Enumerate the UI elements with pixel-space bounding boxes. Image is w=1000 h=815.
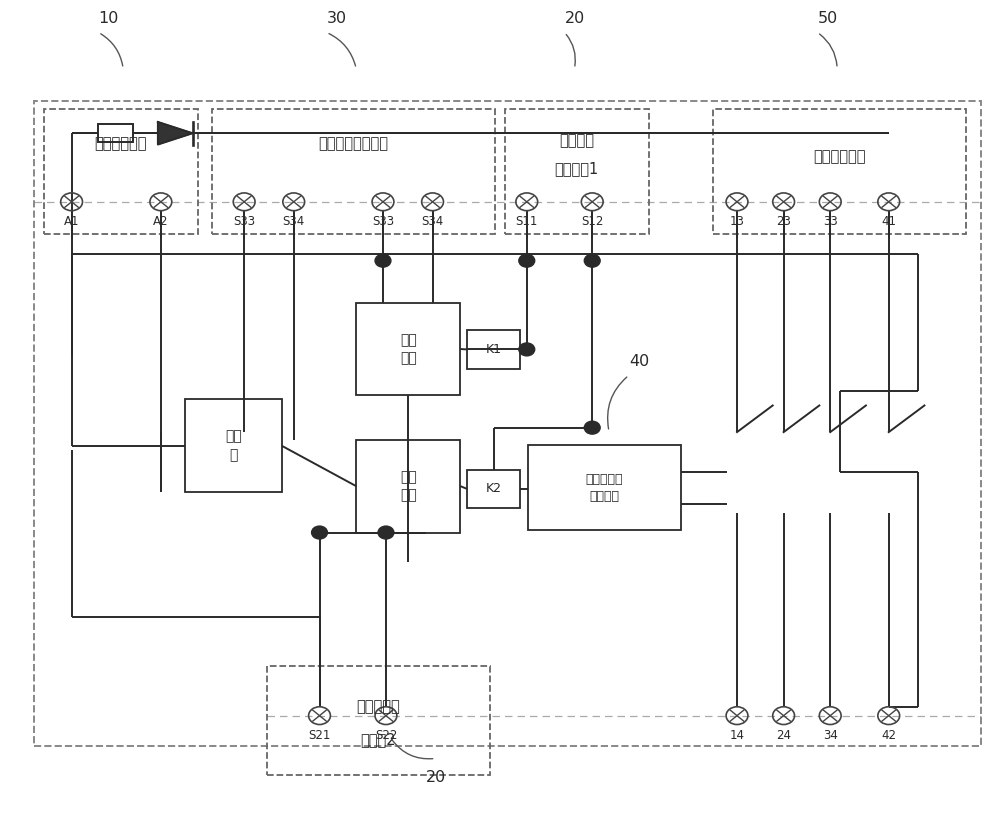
Circle shape — [375, 254, 391, 267]
Text: K2: K2 — [486, 482, 502, 496]
Text: 30: 30 — [326, 11, 347, 26]
Text: 20: 20 — [564, 11, 585, 26]
Text: K1: K1 — [486, 343, 502, 356]
Text: 电源输入模块: 电源输入模块 — [94, 137, 147, 152]
Bar — [467, 330, 520, 368]
Bar — [713, 109, 966, 234]
Bar — [44, 109, 198, 234]
Text: S33: S33 — [372, 215, 394, 228]
Bar — [467, 469, 520, 509]
Bar — [267, 666, 490, 774]
Text: A1: A1 — [64, 215, 79, 228]
Bar — [356, 440, 460, 532]
Text: 20: 20 — [425, 770, 446, 786]
Text: S34: S34 — [421, 215, 444, 228]
Text: 10: 10 — [98, 11, 119, 26]
Circle shape — [378, 526, 394, 539]
Text: S12: S12 — [581, 215, 603, 228]
Text: A2: A2 — [153, 215, 169, 228]
Text: 输入模块1: 输入模块1 — [555, 161, 599, 177]
Text: 41: 41 — [881, 215, 896, 228]
Text: 停机信号: 停机信号 — [559, 133, 594, 148]
Text: S22: S22 — [375, 729, 397, 742]
Bar — [34, 101, 981, 747]
Circle shape — [312, 526, 327, 539]
Text: 24: 24 — [776, 729, 791, 742]
Circle shape — [584, 254, 600, 267]
Text: 33: 33 — [823, 215, 838, 228]
Text: 自启
动: 自启 动 — [225, 430, 242, 462]
Text: 停机信号输: 停机信号输 — [357, 699, 400, 715]
Text: 50: 50 — [817, 11, 838, 26]
Bar — [98, 125, 133, 142]
Text: 入模块2: 入模块2 — [361, 732, 396, 747]
Text: 启动
单元: 启动 单元 — [400, 333, 417, 365]
Circle shape — [519, 254, 535, 267]
Bar — [528, 446, 681, 530]
Text: 42: 42 — [881, 729, 896, 742]
Text: 启动
单元: 启动 单元 — [400, 470, 417, 502]
Text: 34: 34 — [823, 729, 838, 742]
Circle shape — [519, 343, 535, 356]
Text: 强制导向继
电器模块: 强制导向继 电器模块 — [586, 473, 623, 503]
Text: 安全输出系统: 安全输出系统 — [813, 149, 866, 164]
Text: 启动信号输入模块: 启动信号输入模块 — [319, 137, 389, 152]
Text: 14: 14 — [730, 729, 745, 742]
Text: 13: 13 — [730, 215, 744, 228]
Text: 23: 23 — [776, 215, 791, 228]
Text: S33: S33 — [233, 215, 255, 228]
Bar — [212, 109, 495, 234]
Text: S21: S21 — [308, 729, 331, 742]
Text: 40: 40 — [629, 354, 649, 368]
Text: S34: S34 — [283, 215, 305, 228]
Circle shape — [584, 421, 600, 434]
Bar — [185, 399, 282, 492]
Text: S11: S11 — [516, 215, 538, 228]
Bar — [356, 302, 460, 395]
Bar — [505, 109, 649, 234]
Polygon shape — [158, 122, 193, 144]
